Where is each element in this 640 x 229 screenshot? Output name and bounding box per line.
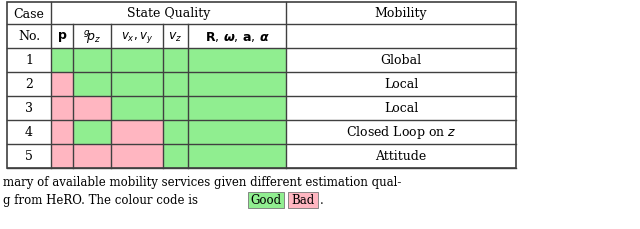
Bar — [163, 144, 188, 168]
Bar — [51, 120, 73, 144]
Bar — [7, 144, 51, 168]
Text: g from HeRO. The colour code is: g from HeRO. The colour code is — [3, 194, 198, 207]
Bar — [73, 120, 111, 144]
Text: $v_x, v_y$: $v_x, v_y$ — [121, 29, 153, 44]
Text: State Quality: State Quality — [127, 8, 210, 20]
Text: Good: Good — [250, 194, 282, 207]
Text: Bad: Bad — [291, 194, 315, 207]
Bar — [51, 49, 73, 73]
Bar — [73, 144, 111, 168]
Text: ${}^{g}\!p_z$: ${}^{g}\!p_z$ — [83, 28, 101, 45]
Bar — [248, 192, 284, 208]
Bar — [286, 25, 516, 49]
Bar — [51, 3, 286, 25]
Bar — [73, 49, 111, 73]
Text: 3: 3 — [25, 102, 33, 115]
Bar — [7, 120, 51, 144]
Text: $\mathbf{p}$: $\mathbf{p}$ — [57, 30, 67, 44]
Text: mary of available mobility services given different estimation qual-: mary of available mobility services give… — [3, 176, 401, 189]
Bar — [286, 49, 516, 73]
Bar — [286, 144, 516, 168]
Text: No.: No. — [18, 30, 40, 43]
Text: Local: Local — [384, 102, 418, 115]
Text: $v_z$: $v_z$ — [168, 30, 182, 43]
Bar — [7, 3, 516, 168]
Bar — [51, 144, 73, 168]
Text: .: . — [320, 194, 324, 207]
Bar — [286, 120, 516, 144]
Bar — [188, 97, 286, 120]
Bar — [7, 73, 51, 97]
Bar — [111, 144, 163, 168]
Bar — [286, 97, 516, 120]
Bar — [111, 25, 163, 49]
Bar — [73, 73, 111, 97]
Bar — [163, 120, 188, 144]
Bar — [163, 25, 188, 49]
Text: 2: 2 — [25, 78, 33, 91]
Text: Case: Case — [13, 8, 44, 20]
Bar — [73, 97, 111, 120]
Text: Closed Loop on $z$: Closed Loop on $z$ — [346, 124, 456, 141]
Bar — [288, 192, 318, 208]
Bar — [163, 73, 188, 97]
Bar — [163, 49, 188, 73]
Bar — [188, 120, 286, 144]
Text: 4: 4 — [25, 126, 33, 139]
Bar — [188, 73, 286, 97]
Bar — [7, 3, 51, 25]
Text: 5: 5 — [25, 150, 33, 163]
Bar — [111, 73, 163, 97]
Bar — [111, 120, 163, 144]
Text: 1: 1 — [25, 54, 33, 67]
Bar — [7, 97, 51, 120]
Bar — [188, 25, 286, 49]
Bar — [286, 3, 516, 25]
Bar — [73, 25, 111, 49]
Text: $\mathbf{R},\,\boldsymbol{\omega},\,\mathbf{a},\,\boldsymbol{\alpha}$: $\mathbf{R},\,\boldsymbol{\omega},\,\mat… — [205, 30, 269, 44]
Bar — [51, 97, 73, 120]
Bar — [51, 25, 73, 49]
Bar — [286, 73, 516, 97]
Text: Attitude: Attitude — [376, 150, 427, 163]
Bar — [188, 49, 286, 73]
Bar — [188, 144, 286, 168]
Bar — [7, 25, 51, 49]
Bar — [51, 73, 73, 97]
Text: Global: Global — [380, 54, 422, 67]
Bar — [7, 49, 51, 73]
Text: Mobility: Mobility — [374, 8, 428, 20]
Bar — [111, 97, 163, 120]
Bar — [111, 49, 163, 73]
Text: Local: Local — [384, 78, 418, 91]
Bar — [163, 97, 188, 120]
